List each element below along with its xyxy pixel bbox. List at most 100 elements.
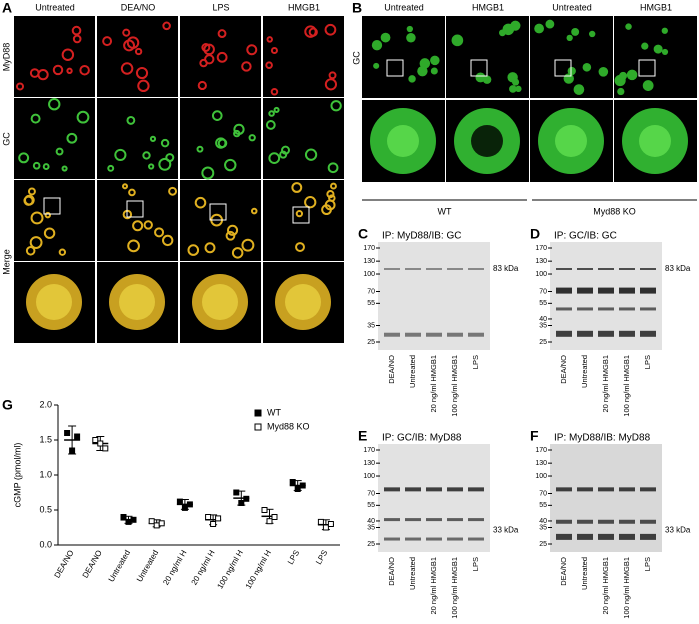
band bbox=[468, 537, 484, 541]
band bbox=[556, 519, 572, 524]
x-tick-label: 100 ng/ml H bbox=[215, 548, 244, 590]
marker-label: 35 bbox=[367, 524, 375, 531]
cell bbox=[203, 43, 215, 56]
band bbox=[577, 287, 593, 294]
cell bbox=[217, 29, 227, 39]
marker-label: 25 bbox=[539, 339, 547, 346]
cell bbox=[270, 87, 279, 96]
band bbox=[640, 533, 656, 540]
data-point bbox=[322, 524, 329, 531]
cell bbox=[304, 25, 317, 38]
cell bbox=[122, 28, 131, 37]
cell bbox=[324, 23, 337, 36]
data-point bbox=[266, 518, 273, 525]
lane-label: 20 ng/ml HMGB1 bbox=[601, 355, 610, 413]
marker-label: 130 bbox=[535, 460, 547, 467]
lane-label: Untreated bbox=[408, 355, 417, 388]
cell bbox=[15, 82, 25, 91]
data-point bbox=[153, 522, 160, 529]
legend-marker bbox=[254, 409, 262, 417]
legend-marker bbox=[254, 423, 262, 431]
y-tick-label: 1.5 bbox=[39, 434, 52, 444]
panel-letter: F bbox=[530, 428, 539, 444]
band bbox=[447, 268, 463, 270]
blot bbox=[378, 444, 490, 552]
panel-letter: C bbox=[358, 226, 368, 242]
data-point bbox=[102, 445, 109, 452]
zoomed-cell-core bbox=[387, 125, 419, 157]
data-point bbox=[186, 501, 193, 508]
cell bbox=[37, 69, 49, 81]
blot-title: IP: GC/IB: MyD88 bbox=[382, 433, 462, 444]
cell bbox=[23, 195, 34, 206]
marker-label: 35 bbox=[539, 322, 547, 329]
band bbox=[384, 332, 400, 337]
column-label: Untreated bbox=[552, 2, 592, 12]
band bbox=[577, 330, 593, 337]
zoomed-cell-core bbox=[202, 284, 238, 320]
marker-label: 130 bbox=[535, 258, 547, 265]
zoom-box bbox=[292, 206, 310, 224]
cell bbox=[134, 47, 143, 56]
cell bbox=[30, 113, 41, 124]
cell bbox=[571, 27, 580, 36]
cell bbox=[158, 157, 172, 171]
cell bbox=[61, 165, 68, 172]
cell bbox=[224, 158, 237, 172]
band bbox=[619, 533, 635, 540]
marker-label: 25 bbox=[367, 339, 375, 346]
marker-label: 70 bbox=[367, 288, 375, 295]
cell bbox=[327, 162, 339, 174]
band bbox=[468, 487, 484, 492]
column-label: Untreated bbox=[384, 2, 424, 12]
band bbox=[577, 519, 593, 524]
cell bbox=[25, 246, 36, 256]
y-tick-label: 0.0 bbox=[39, 539, 52, 549]
band bbox=[577, 533, 593, 540]
data-point bbox=[148, 518, 155, 525]
y-tick-label: 2.0 bbox=[39, 399, 52, 409]
cell bbox=[511, 78, 520, 86]
band bbox=[619, 519, 635, 524]
cell bbox=[566, 34, 573, 42]
cell bbox=[241, 238, 255, 252]
cell bbox=[30, 211, 44, 225]
cell bbox=[128, 188, 136, 197]
cell bbox=[295, 209, 304, 218]
cell bbox=[135, 66, 149, 80]
x-tick-label: LPS bbox=[314, 549, 329, 567]
band bbox=[405, 487, 421, 492]
cell bbox=[567, 66, 576, 76]
blot bbox=[378, 242, 490, 350]
cell bbox=[162, 234, 174, 247]
cell bbox=[330, 100, 342, 112]
column-label: DEA/NO bbox=[121, 2, 156, 12]
band bbox=[384, 268, 400, 270]
cell bbox=[76, 110, 90, 124]
band bbox=[556, 268, 572, 270]
lane-label: LPS bbox=[643, 557, 652, 571]
band bbox=[468, 332, 484, 337]
cell bbox=[326, 190, 335, 199]
band bbox=[447, 518, 463, 522]
cell bbox=[162, 21, 171, 31]
band bbox=[619, 487, 635, 492]
cell bbox=[132, 220, 144, 232]
x-tick-label: Untreated bbox=[135, 549, 160, 584]
cell bbox=[330, 182, 337, 190]
data-point bbox=[64, 430, 71, 436]
cell bbox=[48, 98, 61, 111]
marker-label: 100 bbox=[535, 271, 547, 278]
zoom-box bbox=[209, 203, 227, 221]
band bbox=[384, 487, 400, 492]
band-label: 33 kDa bbox=[493, 526, 519, 535]
cell bbox=[250, 207, 258, 215]
cell bbox=[58, 248, 67, 256]
marker-label: 35 bbox=[367, 322, 375, 329]
band bbox=[598, 330, 614, 337]
cell bbox=[653, 44, 663, 54]
data-point bbox=[233, 489, 240, 496]
lane-label: LPS bbox=[471, 557, 480, 571]
lane-label: DEA/NO bbox=[559, 557, 568, 586]
cell bbox=[661, 48, 669, 56]
